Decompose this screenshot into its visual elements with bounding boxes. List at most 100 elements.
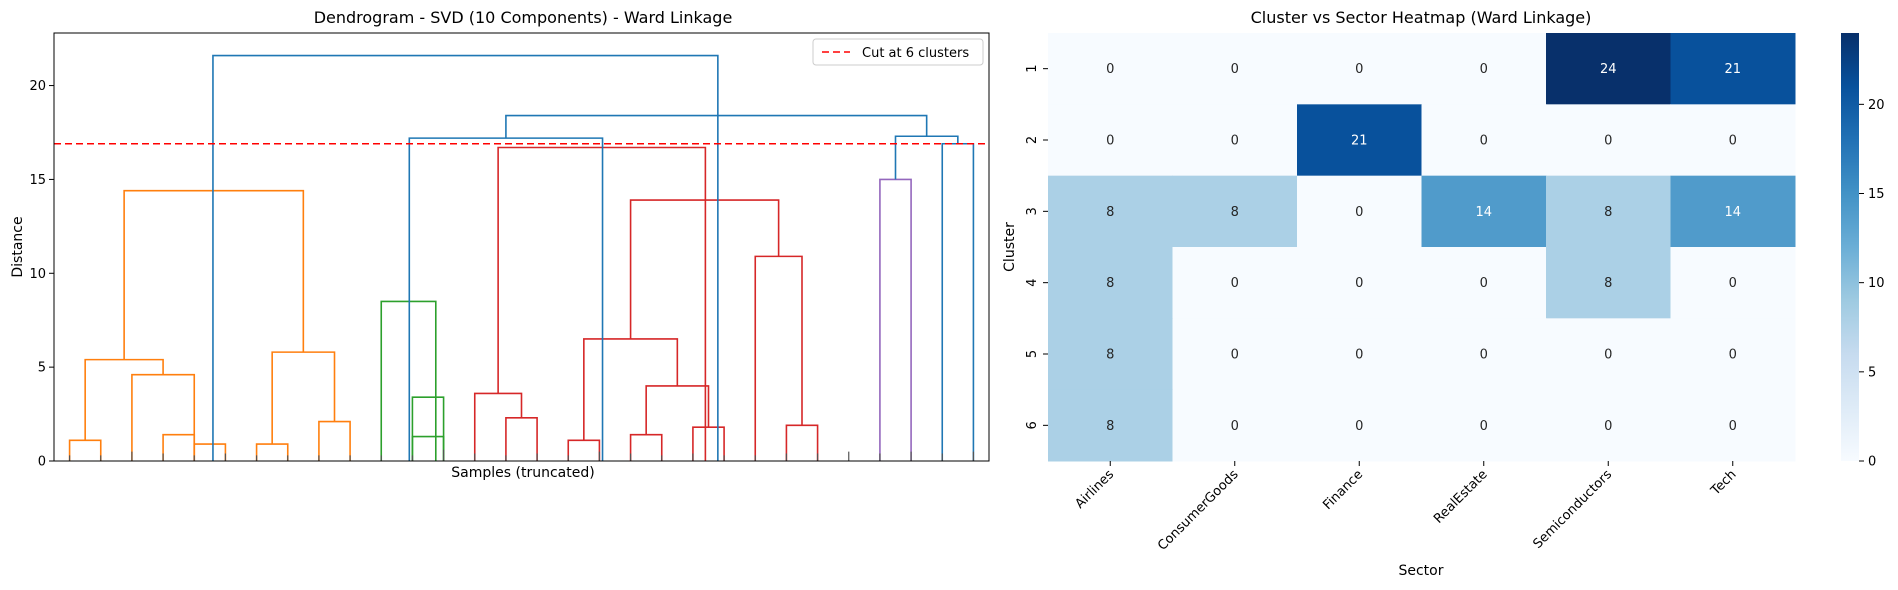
heatmap-cell <box>1048 33 1173 105</box>
heatmap-cell <box>1421 104 1547 177</box>
heatmap-cell-value: 8 <box>1604 276 1612 291</box>
heatmap-cell <box>1421 247 1547 319</box>
heatmap-cell-value: 0 <box>1729 276 1737 291</box>
heatmap-cell <box>1546 318 1671 391</box>
heatmap-cell <box>1297 33 1422 105</box>
dendrogram-link <box>193 443 227 461</box>
heatmap-cell <box>1297 389 1422 462</box>
heatmap-cell <box>1048 247 1173 319</box>
heatmap-cell-value: 0 <box>1604 134 1612 149</box>
dendrogram-axes-frame <box>53 32 990 462</box>
heatmap-cell-value: 0 <box>1604 348 1612 363</box>
colorbar-tick-label: 15 <box>1868 187 1885 202</box>
heatmap-cell <box>1297 318 1422 391</box>
heatmap-cell <box>1670 104 1796 177</box>
heatmap-cell <box>1546 33 1671 105</box>
heatmap-cell <box>1048 389 1173 462</box>
heatmap-cell-value: 0 <box>1355 419 1363 434</box>
sector-label: Semiconductors <box>1530 467 1615 552</box>
heatmap-cell <box>1670 175 1796 248</box>
heatmap-cell-value: 0 <box>1355 276 1363 291</box>
heatmap-cell-value: 0 <box>1231 276 1239 291</box>
dendrogram-link <box>894 135 959 180</box>
heatmap-cell-value: 0 <box>1480 348 1488 363</box>
y-tick-label: 20 <box>29 79 46 94</box>
sector-label: ConsumerGoods <box>1155 467 1242 554</box>
dendrogram-y-axis: 0 5 10 15 20 <box>29 79 54 470</box>
heatmap-cell <box>1546 175 1671 248</box>
heatmap-cell-value: 0 <box>1480 62 1488 77</box>
dendrogram-link <box>785 424 819 461</box>
heatmap-cell <box>1297 104 1422 177</box>
dendrogram-link <box>941 142 975 461</box>
cluster-label: 1 <box>1025 65 1040 73</box>
heatmap-cell-value: 0 <box>1355 348 1363 363</box>
sector-label: Finance <box>1320 467 1366 513</box>
heatmap-cell <box>1048 175 1173 248</box>
dendrogram-link <box>473 392 523 461</box>
heatmap-cell-value: 8 <box>1106 419 1114 434</box>
heatmap-cell-value: 0 <box>1729 419 1737 434</box>
dendrogram-link <box>879 178 912 461</box>
dendrogram-link <box>162 433 196 461</box>
heatmap-cell-value: 0 <box>1480 419 1488 434</box>
heatmap-cell-value: 24 <box>1600 62 1617 77</box>
dendrogram-link <box>505 417 538 461</box>
heatmap-cell-value: 0 <box>1480 276 1488 291</box>
heatmap-cell <box>1421 389 1547 462</box>
dendrogram-link <box>411 396 445 461</box>
heatmap-cell <box>1172 247 1298 319</box>
colorbar-tick-label: 0 <box>1868 455 1876 470</box>
heatmap-cell <box>1670 33 1796 105</box>
heatmap-cell-value: 0 <box>1355 205 1363 220</box>
colorbar-ticks: 0 5 10 15 20 <box>1859 98 1885 470</box>
heatmap-cell <box>1421 318 1547 391</box>
heatmap-cell-value: 21 <box>1724 62 1741 77</box>
sector-label: Tech <box>1708 467 1740 499</box>
heatmap-cell <box>1546 389 1671 462</box>
dendrogram-link <box>318 420 351 461</box>
heatmap-cell-value: 0 <box>1480 134 1488 149</box>
heatmap-cell-value: 14 <box>1724 205 1741 220</box>
heatmap-cell-value: 0 <box>1729 348 1737 363</box>
dendrogram-link <box>583 338 679 441</box>
dendrogram-link <box>567 439 601 461</box>
dendrogram-chart: Dendrogram - SVD (10 Components) - Ward … <box>10 8 990 481</box>
y-tick-label: 10 <box>29 267 46 282</box>
heatmap-title: Cluster vs Sector Heatmap (Ward Linkage) <box>1251 8 1592 27</box>
heatmap-cell <box>1297 175 1422 248</box>
heatmap-cell <box>1421 175 1547 248</box>
y-tick-label: 5 <box>38 361 46 376</box>
dendrogram-link <box>408 137 604 461</box>
heatmap-cell <box>1172 33 1298 105</box>
heatmap-cell-value: 8 <box>1106 348 1114 363</box>
legend-cut-line-label: Cut at 6 clusters <box>862 46 969 61</box>
dendrogram-leaf-ticks <box>68 449 975 461</box>
heatmap-cell <box>1172 318 1298 391</box>
dendrogram-link <box>255 443 289 461</box>
heatmap-cell-value: 0 <box>1106 134 1114 149</box>
cluster-label: 2 <box>1025 136 1040 144</box>
dendrogram-xlabel: Samples (truncated) <box>451 465 594 481</box>
heatmap-cell <box>1670 389 1796 462</box>
heatmap-cells <box>1048 33 1796 462</box>
heatmap-cell-value: 21 <box>1351 134 1368 149</box>
legend-box <box>812 38 984 66</box>
heatmap-cell-value: 8 <box>1231 205 1239 220</box>
heatmap-cell <box>1670 318 1796 391</box>
dendrogram-link <box>692 426 725 461</box>
heatmap-cell-value: 0 <box>1106 62 1114 77</box>
heatmap-cell <box>1546 104 1671 177</box>
heatmap-ylabel: Cluster <box>1002 222 1018 272</box>
dendrogram-link <box>212 54 719 461</box>
dendrogram-link <box>505 114 928 139</box>
heatmap-cell-value: 0 <box>1231 62 1239 77</box>
heatmap-annotations: 0 0 0 0 24 21 0 0 21 0 0 0 8 8 0 14 8 14 8 0 0 0 8 0 8 0 0 0 0 0 8 0 0 0 0… <box>1106 62 1741 434</box>
colorbar-tick-label: 20 <box>1868 98 1885 113</box>
heatmap-cell-value: 8 <box>1106 276 1114 291</box>
heatmap-cell <box>1297 247 1422 319</box>
heatmap-x-axis: Airlines ConsumerGoods Finance RealEstate Se… <box>1072 461 1740 554</box>
heatmap-xlabel: Sector <box>1398 563 1443 579</box>
dendrogram-link <box>411 435 445 461</box>
